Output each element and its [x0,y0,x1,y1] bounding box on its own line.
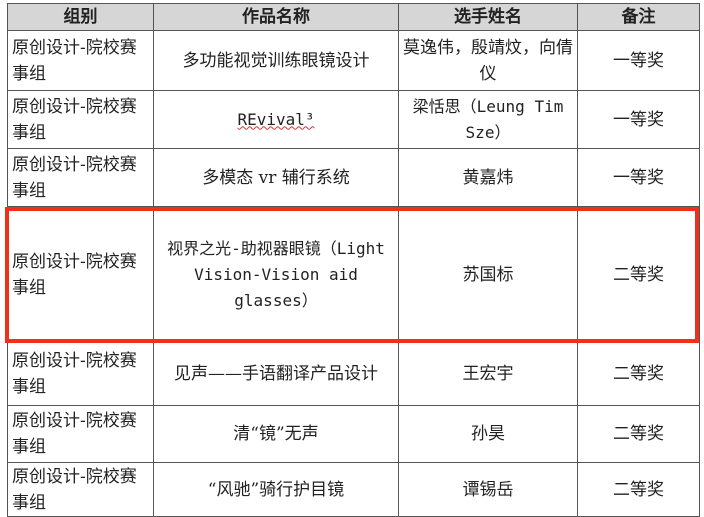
cell-group: 原创设计-院校赛事组 [7,405,154,463]
cell-group: 原创设计-院校赛事组 [7,148,154,207]
cell-players: 谭锡岳 [398,462,578,517]
cell-note: 二等奖 [577,405,700,463]
table-row: 原创设计-院校赛事组 多功能视觉训练眼镜设计 莫逸伟，殷靖炆，向倩仪 一等奖 [7,30,700,91]
cell-work: 多模态 vr 辅行系统 [153,148,399,207]
cell-work: 清“镜”无声 [153,405,399,463]
cell-players: 孙昊 [398,405,578,463]
table-row: 原创设计-院校赛事组 多模态 vr 辅行系统 黄嘉炜 一等奖 [7,148,700,207]
cell-group: 原创设计-院校赛事组 [7,342,154,406]
cell-work: “风驰”骑行护目镜 [153,462,399,517]
awards-table: 组别 作品名称 选手姓名 备注 原创设计-院校赛事组 多功能视觉训练眼镜设计 莫… [7,3,700,517]
cell-group: 原创设计-院校赛事组 [7,90,154,149]
work-text: REvival³ [237,109,315,129]
cell-work: 见声——手语翻译产品设计 [153,342,399,406]
table-row: 原创设计-院校赛事组 见声——手语翻译产品设计 王宏宇 二等奖 [7,342,700,406]
cell-group: 原创设计-院校赛事组 [7,30,154,91]
cell-players: 苏国标 [398,206,578,343]
cell-note: 二等奖 [577,462,700,517]
header-work: 作品名称 [153,3,399,31]
cell-note: 二等奖 [577,206,700,343]
cell-players: 莫逸伟，殷靖炆，向倩仪 [398,30,578,91]
cell-note: 一等奖 [577,90,700,149]
cell-note: 二等奖 [577,342,700,406]
cell-work: 视界之光-助视器眼镜（Light Vision-Vision aid glass… [153,206,399,343]
table-row: 原创设计-院校赛事组 清“镜”无声 孙昊 二等奖 [7,405,700,463]
cell-note: 一等奖 [577,148,700,207]
table-row: 原创设计-院校赛事组 “风驰”骑行护目镜 谭锡岳 二等奖 [7,462,700,517]
table-row-highlighted: 原创设计-院校赛事组 视界之光-助视器眼镜（Light Vision-Visio… [7,206,700,343]
table-row: 原创设计-院校赛事组 REvival³ 梁恬思（Leung Tim Sze） 一… [7,90,700,149]
cell-players: 王宏宇 [398,342,578,406]
header-group: 组别 [7,3,154,31]
cell-work: REvival³ [153,90,399,149]
cell-note: 一等奖 [577,30,700,91]
header-row: 组别 作品名称 选手姓名 备注 [7,3,700,31]
cell-players: 梁恬思（Leung Tim Sze） [398,90,578,149]
header-players: 选手姓名 [398,3,578,31]
cell-players: 黄嘉炜 [398,148,578,207]
cell-work: 多功能视觉训练眼镜设计 [153,30,399,91]
cell-group: 原创设计-院校赛事组 [7,206,154,343]
header-note: 备注 [577,3,700,31]
cell-group: 原创设计-院校赛事组 [7,462,154,517]
